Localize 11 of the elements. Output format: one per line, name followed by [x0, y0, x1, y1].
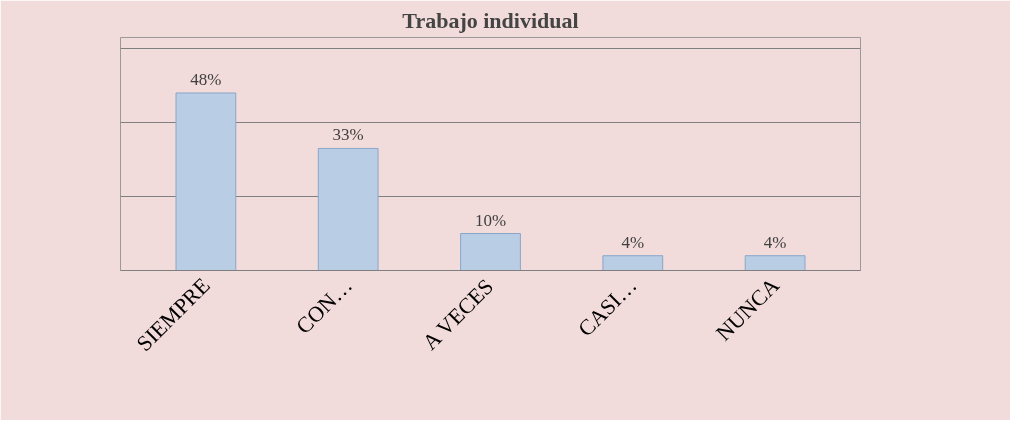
bar — [602, 255, 664, 271]
bar — [175, 92, 237, 271]
bar — [460, 233, 521, 271]
chart-title: Trabajo individual — [402, 7, 579, 33]
data-label: 4% — [763, 232, 787, 252]
bar — [744, 255, 806, 271]
data-label: 48% — [190, 69, 222, 89]
data-label: 33% — [332, 125, 364, 145]
bar — [317, 147, 379, 271]
data-label: 10% — [474, 210, 507, 230]
data-label: 4% — [621, 232, 645, 252]
